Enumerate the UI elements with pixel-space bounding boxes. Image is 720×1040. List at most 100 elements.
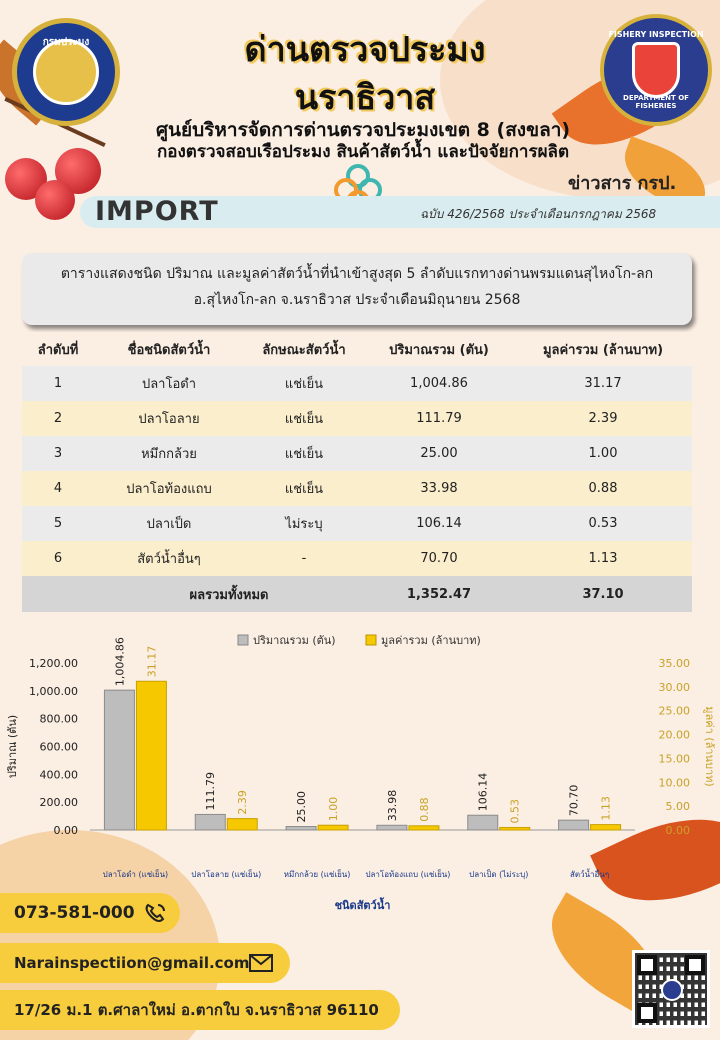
table-cell: 0.88 [514,471,692,506]
table-cell [22,576,94,612]
bar-value [499,826,531,831]
table-cell: 1,004.86 [364,366,514,401]
bar-value [408,825,440,831]
data-label-value: 1.13 [600,796,613,821]
column-header: ลำดับที่ [22,332,94,366]
section-label: IMPORT [95,196,219,227]
email-contact[interactable]: Narainspectiion@gmail.com [0,943,290,983]
import-bar-chart: ปริมาณรวม (ตัน) มูลค่ารวม (ล้านบาท) 0.00 20… [6,634,716,912]
page-title-province: นราธิวาส [294,78,436,118]
news-label: ข่าวสาร กรป. [568,173,677,194]
caption-line: ตารางแสดงชนิด ปริมาณ และมูลค่าสัตว์น้ำที… [60,266,654,282]
page-subtitle: ศูนย์บริหารจัดการด่านตรวจประมงเขต 8 (สงข… [155,119,571,141]
logo-right-top-text: FISHERY INSPECTION [608,30,704,39]
column-header: ปริมาณรวม (ตัน) [364,332,514,366]
table-cell: 5 [22,506,94,541]
column-header: ชื่อชนิดสัตว์น้ำ [94,332,244,366]
bar-quantity [194,813,226,831]
table-cell: แช่เย็น [244,471,364,506]
total-quantity: 1,352.47 [364,576,514,612]
y2-tick-label: 0.00 [666,824,691,837]
y2-tick-label: 15.00 [659,752,691,765]
address-text: 17/26 ม.1 ต.ศาลาใหม่ อ.ตากใบ จ.นราธิวาส … [14,1001,379,1019]
legend-swatch-value [365,634,377,646]
table-cell: 111.79 [364,401,514,436]
data-label-value: 31.17 [145,646,158,678]
table-cell: แช่เย็น [244,436,364,471]
data-label-value: 0.53 [509,799,522,824]
qr-code[interactable] [632,950,710,1028]
x-tick-label: สัตว์น้ำอื่นๆ [570,868,609,879]
table-cell: ปลาโอดำ [94,366,244,401]
logo-left-text: กรมประมง [42,37,90,48]
emblem-icon [33,39,99,105]
column-header: ลักษณะสัตว์น้ำ [244,332,364,366]
table-cell: ปลาเป็ด [94,506,244,541]
y-tick-label: 400.00 [40,768,79,781]
x-tick-label: หมึกกล้วย (แช่เย็น) [284,869,351,879]
berry-icon [35,180,75,220]
bar-quantity [103,689,135,831]
data-label-quantity: 70.70 [568,785,581,817]
bar-quantity [558,819,590,831]
issue-label: ฉบับ 426/2568 ประจำเดือนกรกฎาคม 2568 [420,207,657,221]
x-axis-title: ชนิดสัตว์น้ำ [335,897,391,912]
data-label-quantity: 33.98 [386,790,399,822]
caption-line: อ.สุไหงโก-ลก จ.นราธิวาส ประจำเดือนมิถุนา… [193,292,521,308]
table-row: 3 หมึกกล้วย แช่เย็น 25.00 1.00 [22,436,692,471]
y2-tick-label: 30.00 [659,681,691,694]
x-tick-label: ปลาโอดำ (แช่เย็น) [103,869,169,879]
y-axis-title: ปริมาณ (ตัน) [6,715,19,778]
y-tick-label: 1,200.00 [29,657,78,670]
legend-swatch-quantity [237,634,249,646]
data-label-value: 2.39 [236,790,249,815]
email-address: Narainspectiion@gmail.com [14,954,250,972]
phone-contact[interactable]: 073-581-000 [0,893,180,933]
x-tick-label: ปลาโอท้องแถบ (แช่เย็น) [365,869,450,879]
legend-label-quantity: ปริมาณรวม (ตัน) [253,634,336,647]
column-header: มูลค่ารวม (ล้านบาท) [514,332,692,366]
page-subtitle-division: กองตรวจสอบเรือประมง สินค้าสัตว์น้ำ และปั… [156,142,570,162]
y-tick-label: 1,000.00 [29,685,78,698]
y2-tick-label: 20.00 [659,729,691,742]
logo-right-bottom-text: DEPARTMENT OF FISHERIES [623,94,689,110]
qr-logo-icon [661,979,683,1001]
data-label-quantity: 106.14 [477,773,490,812]
bar-quantity [467,814,499,831]
table-row: 5 ปลาเป็ด ไม่ระบุ 106.14 0.53 [22,506,692,541]
bar-value [317,824,349,831]
table-cell: 2 [22,401,94,436]
table-cell: 70.70 [364,541,514,576]
bar-value [590,824,622,831]
bar-value [135,680,167,831]
y-tick-label: 600.00 [40,741,79,754]
table-cell: 33.98 [364,471,514,506]
table-row: 6 สัตว์น้ำอื่นๆ - 70.70 1.13 [22,541,692,576]
table-cell: สัตว์น้ำอื่นๆ [94,541,244,576]
y-tick-label: 0.00 [54,824,79,837]
data-label-quantity: 25.00 [295,791,308,823]
x-tick-label: ปลาเป็ด (ไม่ระบุ) [469,869,528,879]
x-tick-label: ปลาโอลาย (แช่เย็น) [191,869,261,879]
table-cell: - [244,541,364,576]
page-title: ด่านตรวจประมง [244,30,486,70]
y2-axis-title: มูลค่า (ล้านบาท) [703,706,716,786]
table-cell: ปลาโอท้องแถบ [94,471,244,506]
table-row: 4 ปลาโอท้องแถบ แช่เย็น 33.98 0.88 [22,471,692,506]
shield-icon [632,42,680,98]
total-value: 37.10 [514,576,692,612]
table-cell: 6 [22,541,94,576]
table-cell: 1.00 [514,436,692,471]
table-header-row: ลำดับที่ ชื่อชนิดสัตว์น้ำ ลักษณะสัตว์น้ำ… [22,332,692,366]
department-of-fisheries-logo: กรมประมง [12,18,120,126]
table-cell: แช่เย็น [244,401,364,436]
table-cell: 1.13 [514,541,692,576]
table-cell: 1 [22,366,94,401]
table-total-row: ผลรวมทั้งหมด 1,352.47 37.10 [22,576,692,612]
bar-value [226,818,258,831]
table-cell: 106.14 [364,506,514,541]
table-cell: 31.17 [514,366,692,401]
phone-number: 073-581-000 [14,903,135,923]
import-banner [80,196,720,228]
